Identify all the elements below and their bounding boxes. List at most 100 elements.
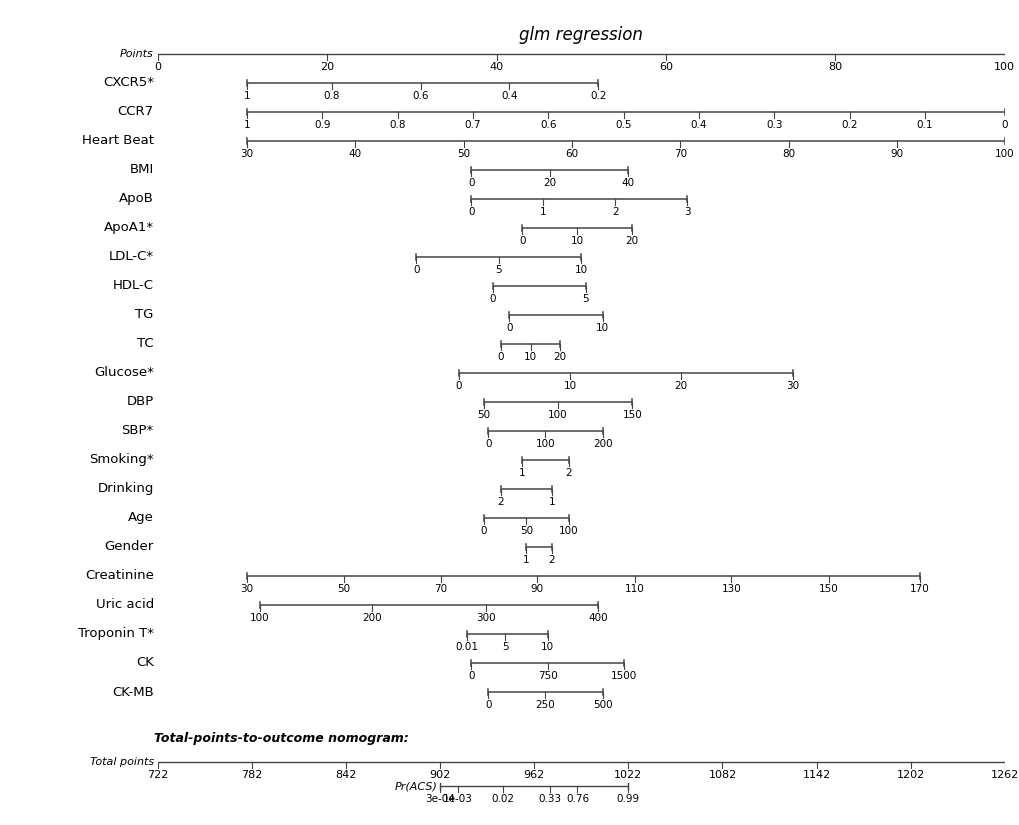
Text: 0.6: 0.6 [540,120,556,130]
Text: HDL-C: HDL-C [113,280,154,292]
Text: 10: 10 [540,642,553,652]
Text: 0.3: 0.3 [765,120,782,130]
Text: 0: 0 [1001,120,1007,130]
Text: 100: 100 [994,148,1014,158]
Text: 0.33: 0.33 [538,794,560,804]
Text: 20: 20 [542,177,555,187]
Text: 80: 80 [782,148,795,158]
Text: 20: 20 [553,351,567,361]
Text: 1: 1 [523,554,529,565]
Text: DBP: DBP [126,395,154,408]
Text: CCR7: CCR7 [117,106,154,118]
Text: 0.7: 0.7 [465,120,481,130]
Text: 100: 100 [535,439,554,449]
Text: 50: 50 [520,526,532,535]
Text: 50: 50 [477,410,490,420]
Text: 0.76: 0.76 [566,794,588,804]
Text: 170: 170 [909,584,929,594]
Text: CK-MB: CK-MB [112,686,154,699]
Text: Points: Points [120,49,154,59]
Text: TG: TG [136,309,154,322]
Text: 962: 962 [523,771,544,780]
Text: 0.8: 0.8 [323,91,339,101]
Text: 90: 90 [890,148,903,158]
Text: 100: 100 [548,410,568,420]
Text: 842: 842 [335,771,357,780]
Text: 10: 10 [595,323,608,332]
Text: 80: 80 [827,63,842,73]
Text: 0: 0 [454,380,462,391]
Text: Drinking: Drinking [98,483,154,496]
Text: 150: 150 [818,584,838,594]
Text: 0.4: 0.4 [500,91,518,101]
Text: 2: 2 [611,206,618,217]
Text: 0.6: 0.6 [412,91,428,101]
Text: 100: 100 [994,63,1014,73]
Text: 70: 70 [434,584,447,594]
Text: 0.4: 0.4 [690,120,706,130]
Text: 30: 30 [786,380,799,391]
Text: 10: 10 [570,236,583,246]
Text: 2: 2 [548,554,554,565]
Text: 0.8: 0.8 [389,120,406,130]
Text: 110: 110 [625,584,644,594]
Text: 1: 1 [244,120,250,130]
Text: 200: 200 [592,439,611,449]
Text: glm regression: glm regression [519,26,643,44]
Text: 60: 60 [658,63,673,73]
Text: 1202: 1202 [896,771,924,780]
Text: 1142: 1142 [802,771,829,780]
Text: 0: 0 [480,526,487,535]
Text: 0.99: 0.99 [616,794,639,804]
Text: Pr(ACS): Pr(ACS) [394,781,437,791]
Text: 1262: 1262 [989,771,1018,780]
Text: 200: 200 [362,613,382,623]
Text: 0: 0 [468,671,474,681]
Text: 20: 20 [320,63,334,73]
Text: CK: CK [136,657,154,670]
Text: 250: 250 [535,700,554,710]
Text: 1: 1 [244,91,250,101]
Text: 50: 50 [457,148,470,158]
Text: 0.01: 0.01 [455,642,478,652]
Text: 90: 90 [530,584,543,594]
Text: 60: 60 [565,148,578,158]
Text: Uric acid: Uric acid [96,598,154,611]
Text: CXCR5*: CXCR5* [103,76,154,89]
Text: 40: 40 [621,177,634,187]
Text: 10: 10 [564,380,577,391]
Text: Troponin T*: Troponin T* [77,628,154,640]
Text: BMI: BMI [129,163,154,177]
Text: 1022: 1022 [613,771,642,780]
Text: Age: Age [127,512,154,525]
Text: 400: 400 [588,613,607,623]
Text: 5: 5 [495,265,501,275]
Text: 20: 20 [625,236,638,246]
Text: 0: 0 [155,63,161,73]
Text: LDL-C*: LDL-C* [109,250,154,263]
Text: 0.1: 0.1 [916,120,932,130]
Text: 0: 0 [489,294,495,304]
Text: 5: 5 [501,642,508,652]
Text: Creatinine: Creatinine [85,569,154,582]
Text: 100: 100 [558,526,578,535]
Text: 50: 50 [336,584,350,594]
Text: 0.5: 0.5 [614,120,632,130]
Text: 782: 782 [242,771,263,780]
Text: 30: 30 [240,584,254,594]
Text: 40: 40 [348,148,362,158]
Text: 0.2: 0.2 [841,120,857,130]
Text: TC: TC [138,337,154,351]
Text: Smoking*: Smoking* [89,454,154,466]
Text: 3e-04: 3e-04 [425,794,454,804]
Text: 0: 0 [468,177,474,187]
Text: SBP*: SBP* [121,424,154,437]
Text: 3: 3 [684,206,690,217]
Text: 2: 2 [565,468,572,478]
Text: 722: 722 [148,771,168,780]
Text: 1: 1 [519,468,525,478]
Text: 100: 100 [250,613,269,623]
Text: Total points: Total points [90,757,154,766]
Text: 0: 0 [497,351,503,361]
Text: ApoA1*: ApoA1* [104,221,154,234]
